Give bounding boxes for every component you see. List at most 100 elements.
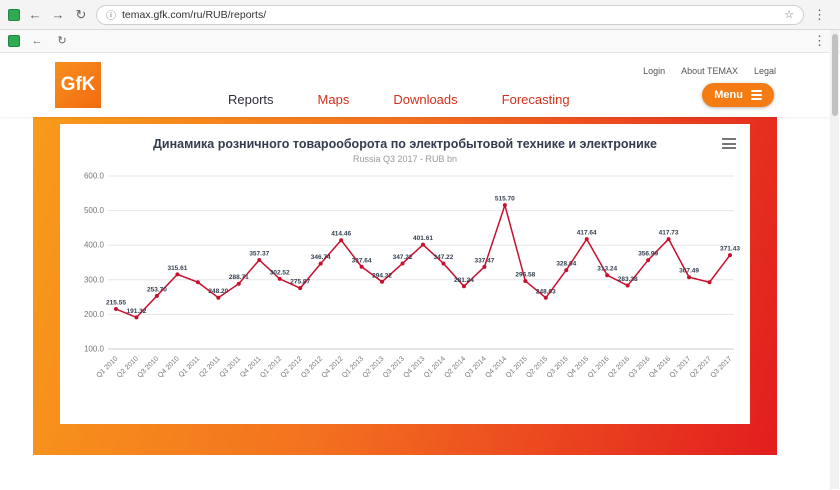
- vertical-scrollbar[interactable]: [830, 30, 839, 489]
- bookmark-star-icon[interactable]: ☆: [784, 9, 794, 21]
- svg-text:294.32: 294.32: [372, 272, 392, 279]
- svg-text:Q2 2014: Q2 2014: [443, 355, 467, 379]
- svg-text:Q1 2016: Q1 2016: [587, 355, 611, 379]
- svg-text:500.0: 500.0: [84, 206, 105, 215]
- svg-text:347.22: 347.22: [434, 254, 454, 261]
- scrollbar-thumb[interactable]: [831, 34, 838, 116]
- svg-text:Q3 2011: Q3 2011: [219, 355, 243, 379]
- address-bar[interactable]: ⓘ temax.gfk.com/ru/RUB/reports/ ☆: [96, 4, 804, 25]
- svg-text:283.38: 283.38: [618, 276, 638, 283]
- svg-text:Q2 2017: Q2 2017: [689, 355, 713, 379]
- chart-card: Динамика розничного товарооборота по эле…: [60, 124, 750, 424]
- svg-text:Q4 2016: Q4 2016: [648, 355, 672, 379]
- gfk-logo[interactable]: GfK: [55, 62, 101, 108]
- svg-text:Q3 2013: Q3 2013: [382, 355, 406, 379]
- svg-text:Q1 2014: Q1 2014: [423, 355, 447, 379]
- svg-text:347.22: 347.22: [393, 254, 413, 261]
- nav-item-maps[interactable]: Maps: [317, 92, 350, 107]
- site-header: GfK Reports Maps Downloads Forecasting L…: [0, 53, 840, 117]
- svg-text:248.20: 248.20: [208, 288, 228, 295]
- svg-text:100.0: 100.0: [84, 345, 105, 354]
- line-chart: 100.0 200.0 300.0 400.0 500.0 600.0 215.55 Q1 2…: [84, 172, 740, 380]
- svg-text:600.0: 600.0: [84, 172, 105, 181]
- toolbar-menu-icon[interactable]: ⋮: [813, 33, 826, 48]
- nav-item-downloads[interactable]: Downloads: [393, 92, 458, 107]
- svg-text:Q3 2017: Q3 2017: [709, 355, 733, 379]
- svg-text:515.70: 515.70: [495, 196, 515, 203]
- svg-text:215.55: 215.55: [106, 300, 126, 307]
- svg-text:288.71: 288.71: [229, 274, 249, 281]
- chart-title: Динамика розничного товарооборота по эле…: [153, 137, 657, 151]
- svg-text:296.58: 296.58: [515, 271, 535, 278]
- svg-text:Q3 2012: Q3 2012: [300, 355, 324, 379]
- top-links: Login About TEMAX Legal: [643, 66, 776, 76]
- svg-text:Q3 2014: Q3 2014: [464, 355, 488, 379]
- back-icon-2[interactable]: ←: [31, 34, 43, 47]
- nav-item-forecasting[interactable]: Forecasting: [501, 92, 570, 107]
- svg-text:Q1 2010: Q1 2010: [95, 355, 119, 379]
- svg-text:371.43: 371.43: [720, 246, 740, 253]
- menu-button-label: Menu: [714, 89, 743, 101]
- svg-text:346.74: 346.74: [311, 254, 331, 261]
- legal-link[interactable]: Legal: [753, 66, 776, 76]
- green-app-icon[interactable]: [8, 8, 20, 21]
- page-bottom-space: [0, 455, 840, 490]
- reload-icon[interactable]: ↻: [75, 7, 87, 22]
- gradient-frame: Динамика розничного товарооборота по эле…: [33, 117, 777, 455]
- login-link[interactable]: Login: [643, 66, 666, 76]
- hamburger-icon: [751, 90, 762, 100]
- svg-text:Q2 2012: Q2 2012: [280, 355, 304, 379]
- svg-text:200.0: 200.0: [84, 310, 105, 319]
- svg-text:Q4 2013: Q4 2013: [402, 355, 426, 379]
- svg-text:Q1 2011: Q1 2011: [178, 355, 202, 379]
- svg-text:Q1 2015: Q1 2015: [505, 355, 529, 379]
- svg-text:Q1 2012: Q1 2012: [259, 355, 283, 379]
- secondary-toolbar: ← ↻ ⋮: [0, 30, 840, 53]
- svg-text:Q1 2017: Q1 2017: [669, 355, 693, 379]
- about-temax-link[interactable]: About TEMAX: [681, 66, 738, 76]
- svg-text:417.64: 417.64: [577, 230, 597, 237]
- svg-text:Q3 2015: Q3 2015: [546, 355, 570, 379]
- svg-text:281.24: 281.24: [454, 277, 474, 284]
- chart-subtitle: Russia Q3 2017 - RUB bn: [352, 154, 458, 164]
- svg-text:357.37: 357.37: [249, 250, 269, 257]
- svg-text:337.47: 337.47: [474, 257, 494, 264]
- svg-text:Q2 2010: Q2 2010: [116, 355, 140, 379]
- menu-button[interactable]: Menu: [702, 83, 774, 107]
- svg-text:400.0: 400.0: [84, 241, 105, 250]
- svg-text:Q4 2014: Q4 2014: [484, 355, 508, 379]
- svg-text:Q2 2011: Q2 2011: [198, 355, 222, 379]
- forward-icon[interactable]: →: [51, 7, 65, 22]
- svg-text:417.73: 417.73: [659, 230, 679, 237]
- svg-text:315.61: 315.61: [167, 265, 187, 272]
- svg-text:414.46: 414.46: [331, 231, 351, 238]
- svg-text:Q4 2015: Q4 2015: [566, 355, 590, 379]
- svg-text:275.87: 275.87: [290, 279, 310, 286]
- chart-export-menu-icon[interactable]: [720, 136, 738, 151]
- svg-text:401.61: 401.61: [413, 235, 433, 242]
- reload-icon-2[interactable]: ↻: [57, 34, 67, 47]
- svg-text:Q1 2013: Q1 2013: [341, 355, 365, 379]
- svg-text:253.70: 253.70: [147, 286, 167, 293]
- svg-text:337.64: 337.64: [352, 257, 372, 264]
- svg-text:302.52: 302.52: [270, 269, 290, 276]
- svg-text:Q2 2013: Q2 2013: [362, 355, 386, 379]
- back-icon[interactable]: ←: [28, 7, 42, 22]
- svg-text:248.03: 248.03: [536, 288, 556, 295]
- svg-text:Q3 2016: Q3 2016: [628, 355, 652, 379]
- svg-text:Q2 2016: Q2 2016: [607, 355, 631, 379]
- svg-text:Q4 2012: Q4 2012: [321, 355, 345, 379]
- svg-text:Q4 2010: Q4 2010: [157, 355, 181, 379]
- page-info-icon[interactable]: ⓘ: [106, 11, 116, 22]
- nav-item-reports[interactable]: Reports: [228, 92, 274, 107]
- browser-toolbar: ← → ↻ ⓘ temax.gfk.com/ru/RUB/reports/ ☆ …: [0, 0, 840, 30]
- url-text[interactable]: temax.gfk.com/ru/RUB/reports/: [122, 8, 267, 21]
- svg-text:356.99: 356.99: [638, 251, 658, 258]
- svg-text:313.24: 313.24: [597, 266, 617, 273]
- browser-menu-icon[interactable]: ⋮: [813, 6, 826, 22]
- green-app-icon-2[interactable]: [8, 35, 20, 47]
- svg-text:300.0: 300.0: [84, 275, 105, 284]
- svg-text:307.49: 307.49: [679, 268, 699, 275]
- svg-text:Q3 2010: Q3 2010: [136, 355, 160, 379]
- main-nav: Reports Maps Downloads Forecasting: [228, 92, 570, 107]
